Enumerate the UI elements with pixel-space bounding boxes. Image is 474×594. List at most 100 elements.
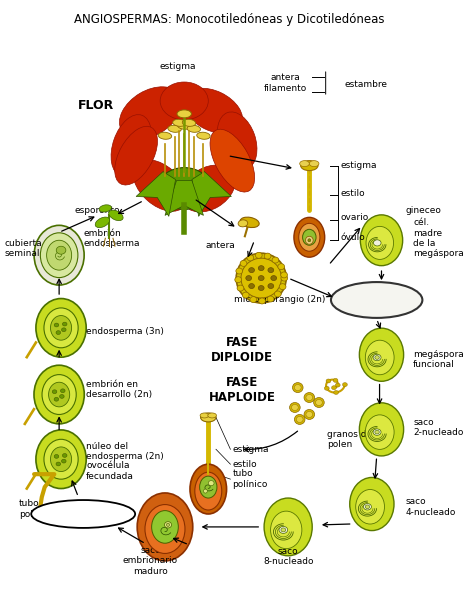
- Ellipse shape: [359, 328, 404, 381]
- Ellipse shape: [333, 378, 338, 383]
- Ellipse shape: [264, 253, 271, 259]
- Ellipse shape: [173, 119, 186, 127]
- Ellipse shape: [164, 522, 172, 528]
- Ellipse shape: [259, 298, 265, 304]
- Ellipse shape: [281, 528, 286, 532]
- Text: granos de
polen: granos de polen: [327, 429, 372, 449]
- Text: FECUNDACIÓN: FECUNDACIÓN: [38, 509, 128, 519]
- Ellipse shape: [119, 87, 182, 139]
- Text: tubo
polínico: tubo polínico: [18, 500, 54, 519]
- Text: cubierta
seminal: cubierta seminal: [4, 239, 42, 258]
- Ellipse shape: [365, 415, 394, 450]
- Ellipse shape: [258, 276, 264, 280]
- Ellipse shape: [373, 429, 381, 435]
- Ellipse shape: [200, 413, 209, 418]
- Text: núleo del
endosperma (2n): núleo del endosperma (2n): [86, 441, 164, 461]
- Ellipse shape: [208, 413, 217, 418]
- Ellipse shape: [56, 247, 66, 254]
- Ellipse shape: [210, 129, 255, 192]
- Text: FASE
HAPLOIDE: FASE HAPLOIDE: [209, 375, 275, 403]
- Ellipse shape: [177, 110, 191, 118]
- Ellipse shape: [350, 478, 394, 530]
- Ellipse shape: [240, 260, 247, 266]
- Ellipse shape: [314, 397, 324, 407]
- Ellipse shape: [36, 430, 86, 488]
- Text: ovario: ovario: [340, 213, 368, 222]
- Ellipse shape: [264, 498, 312, 556]
- Ellipse shape: [52, 390, 57, 394]
- Text: microsporangio (2n): microsporangio (2n): [234, 295, 326, 305]
- Ellipse shape: [306, 394, 313, 400]
- Text: embrión en
desarrollo (2n): embrión en desarrollo (2n): [86, 380, 152, 399]
- Ellipse shape: [42, 375, 76, 415]
- Ellipse shape: [250, 296, 257, 302]
- Ellipse shape: [208, 481, 214, 486]
- Ellipse shape: [187, 125, 201, 132]
- Text: ovocélula
fecundada: ovocélula fecundada: [86, 462, 134, 481]
- Ellipse shape: [304, 409, 315, 419]
- Ellipse shape: [249, 283, 255, 289]
- Ellipse shape: [238, 220, 248, 227]
- Text: estambre: estambre: [345, 81, 388, 90]
- Ellipse shape: [201, 413, 216, 422]
- Ellipse shape: [356, 489, 384, 524]
- Ellipse shape: [279, 526, 288, 533]
- Ellipse shape: [343, 383, 347, 387]
- Ellipse shape: [95, 217, 109, 228]
- Text: megáspora
funcional: megáspora funcional: [413, 350, 464, 369]
- Ellipse shape: [331, 386, 337, 390]
- Ellipse shape: [36, 299, 86, 357]
- Text: tubo
polínico: tubo polínico: [232, 469, 268, 489]
- Ellipse shape: [54, 454, 59, 459]
- Ellipse shape: [236, 268, 243, 274]
- Ellipse shape: [152, 511, 178, 544]
- Ellipse shape: [268, 283, 273, 289]
- Text: saco
8-nucleado: saco 8-nucleado: [263, 547, 313, 567]
- Text: estilo: estilo: [232, 460, 257, 469]
- Ellipse shape: [99, 205, 111, 212]
- Ellipse shape: [241, 258, 282, 298]
- Text: óvulo: óvulo: [340, 233, 365, 242]
- Text: FLOR: FLOR: [78, 99, 115, 112]
- Ellipse shape: [54, 323, 59, 327]
- Polygon shape: [192, 172, 231, 216]
- Ellipse shape: [240, 217, 259, 228]
- Ellipse shape: [133, 160, 187, 211]
- Ellipse shape: [31, 500, 135, 528]
- Ellipse shape: [62, 328, 66, 331]
- Ellipse shape: [281, 275, 288, 281]
- Ellipse shape: [302, 229, 316, 245]
- Ellipse shape: [326, 379, 331, 383]
- Ellipse shape: [237, 285, 244, 291]
- Ellipse shape: [54, 397, 59, 401]
- Ellipse shape: [111, 115, 152, 177]
- Ellipse shape: [63, 322, 67, 326]
- Ellipse shape: [366, 226, 393, 260]
- Ellipse shape: [62, 459, 66, 463]
- Ellipse shape: [294, 415, 305, 424]
- Ellipse shape: [51, 447, 72, 472]
- Ellipse shape: [258, 286, 264, 290]
- Ellipse shape: [292, 405, 298, 410]
- Polygon shape: [136, 172, 175, 216]
- Ellipse shape: [268, 268, 273, 273]
- Ellipse shape: [299, 223, 320, 251]
- Ellipse shape: [272, 257, 279, 263]
- Ellipse shape: [375, 430, 379, 434]
- Ellipse shape: [247, 255, 254, 261]
- Ellipse shape: [308, 239, 311, 242]
- Ellipse shape: [365, 340, 394, 375]
- Text: saco
4-nucleado: saco 4-nucleado: [406, 497, 456, 517]
- Text: embrión
endosperma: embrión endosperma: [83, 229, 140, 248]
- Ellipse shape: [334, 390, 338, 394]
- Ellipse shape: [158, 132, 172, 139]
- Text: esporofito: esporofito: [75, 206, 120, 215]
- Ellipse shape: [236, 253, 286, 303]
- Ellipse shape: [249, 268, 255, 273]
- Ellipse shape: [375, 356, 379, 359]
- Ellipse shape: [306, 412, 313, 418]
- Ellipse shape: [63, 454, 67, 457]
- Ellipse shape: [182, 165, 235, 212]
- Ellipse shape: [301, 160, 318, 170]
- Ellipse shape: [292, 383, 303, 393]
